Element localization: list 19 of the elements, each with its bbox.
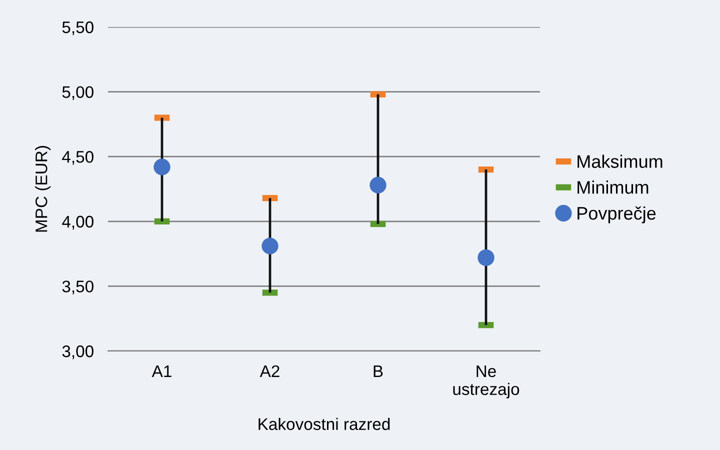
x-tick-label: B [374, 366, 383, 377]
x-tick-label: A2 [260, 365, 280, 377]
y-tick-label: 4,50 [62, 151, 94, 165]
legend-label: Povprečje [578, 206, 656, 224]
point [262, 238, 278, 254]
y-tick-label: 3,00 [62, 345, 94, 360]
y-tick-label: 4,00 [62, 216, 94, 230]
legend-label: Maksimum [578, 154, 662, 168]
point [478, 249, 494, 266]
x-tick-label: Ne ustrezajo [453, 366, 520, 398]
y-tick-label: 5,50 [62, 21, 94, 36]
y-tick-label: 3,50 [62, 280, 94, 294]
point [154, 158, 170, 176]
y-tick-label: 5,00 [62, 86, 94, 100]
point [370, 176, 386, 194]
x-tick-label: A1 [152, 366, 172, 377]
y-axis-title: MPC (EUR) [35, 146, 51, 232]
x-axis-title: Kakovostni razred [258, 418, 390, 430]
legend-label: Minimum [578, 180, 648, 194]
